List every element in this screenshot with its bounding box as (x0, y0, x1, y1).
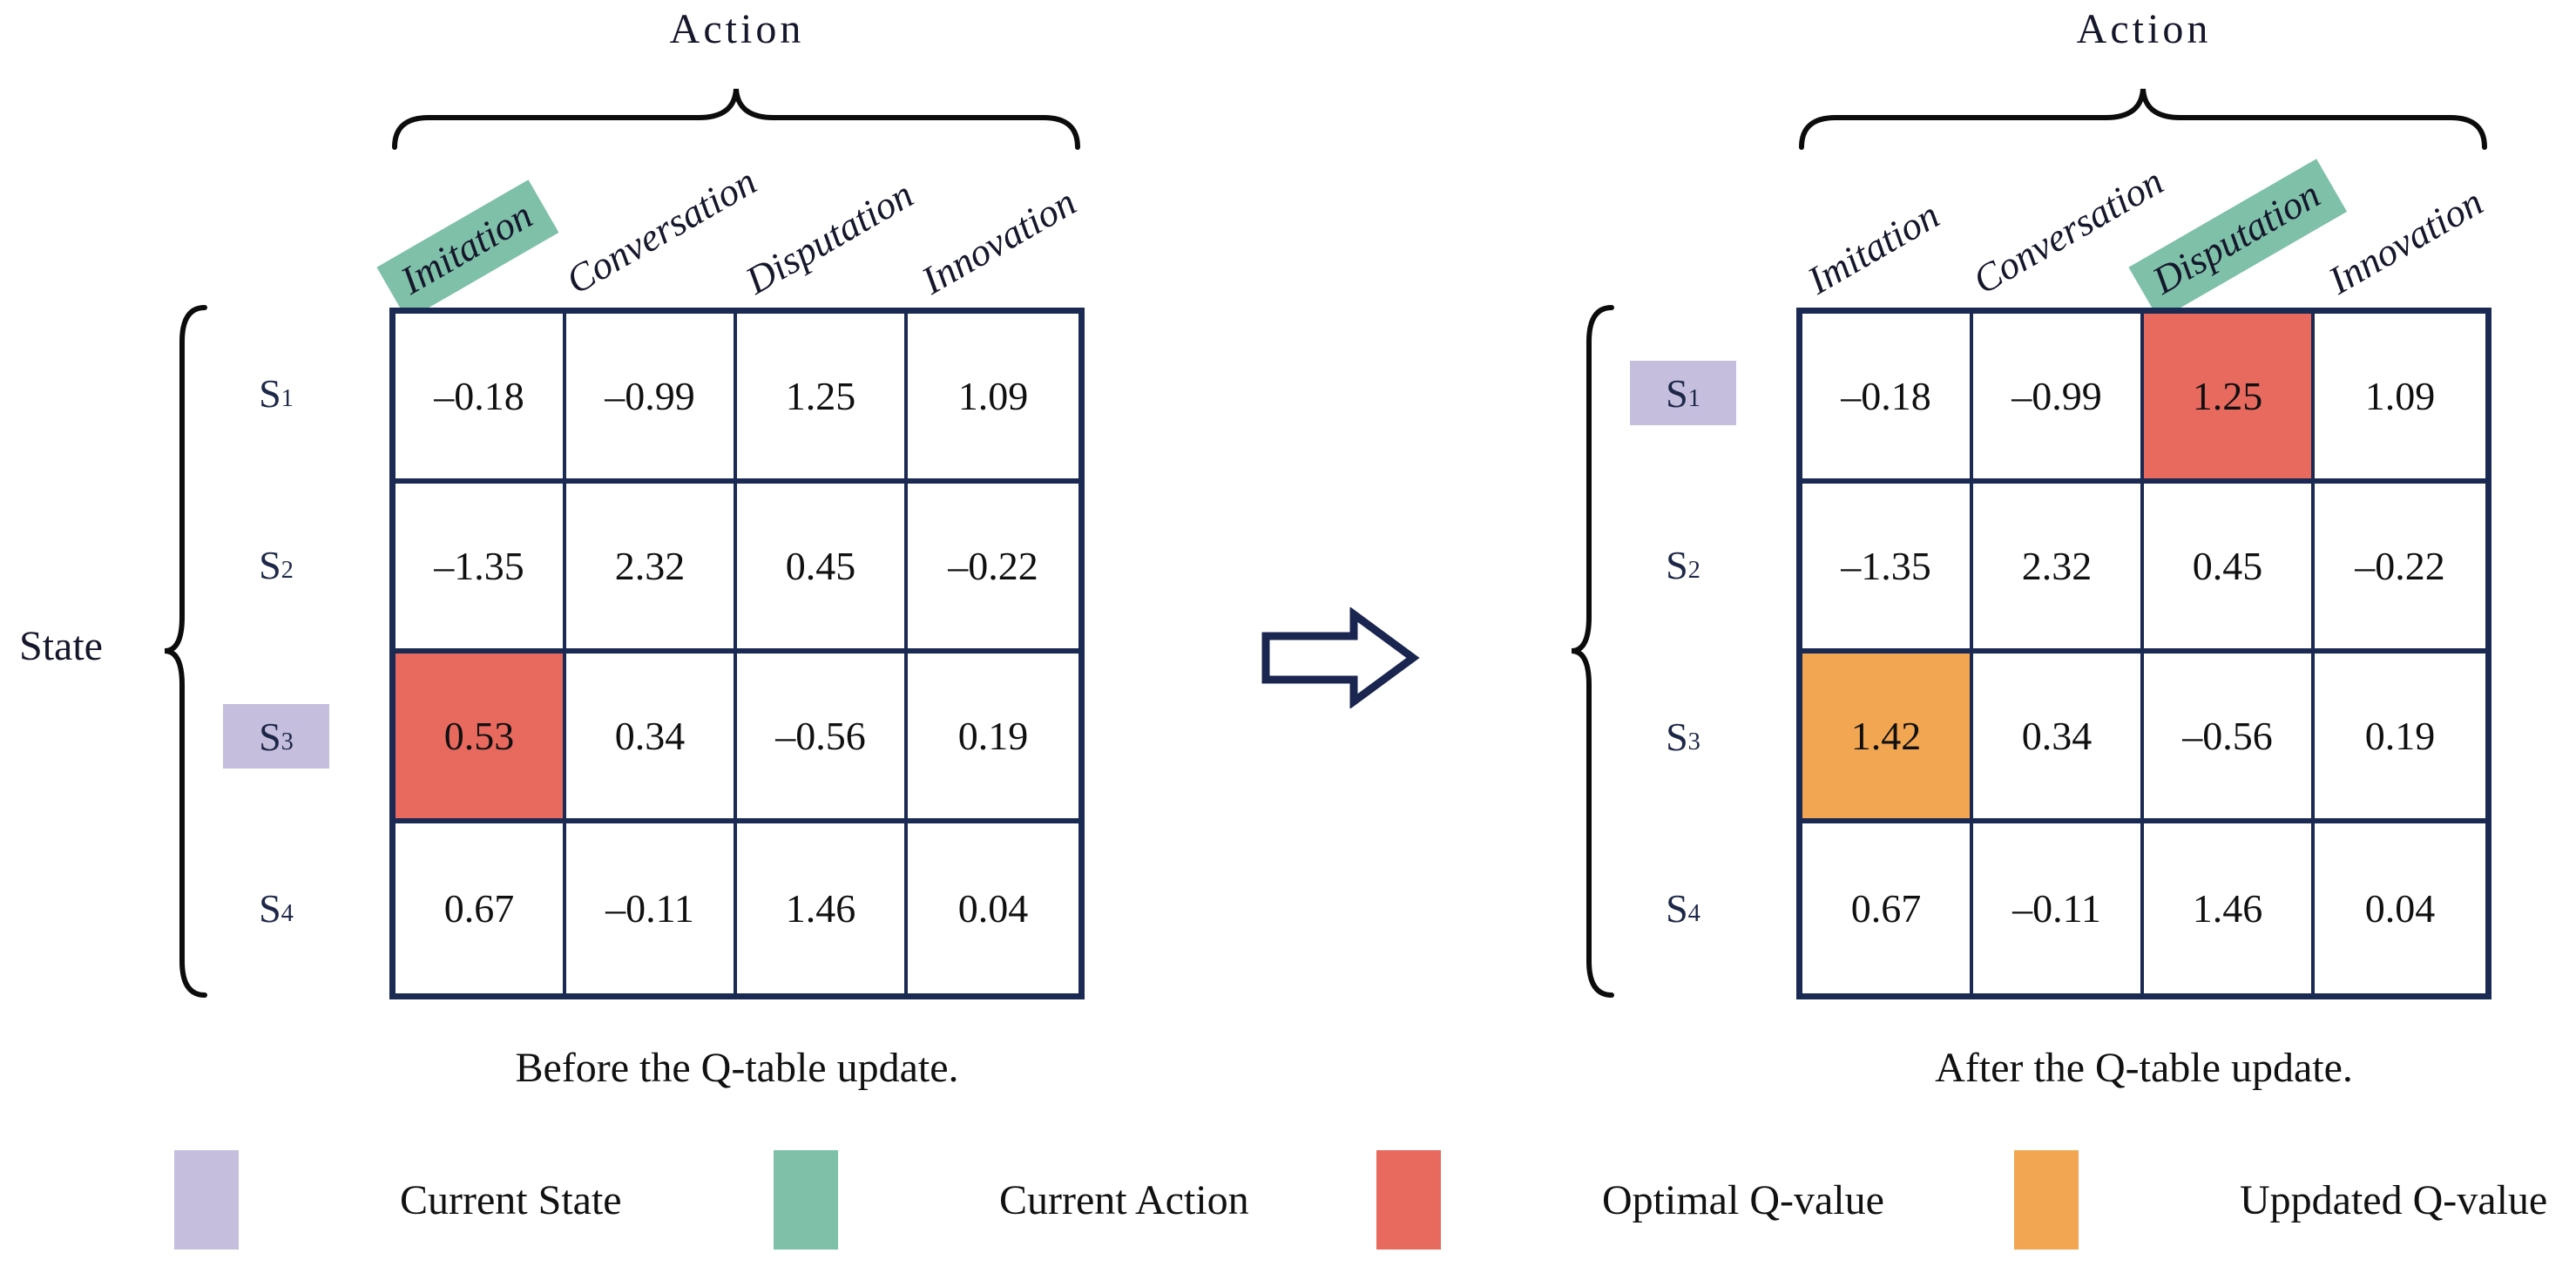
column-label: Imitation (1800, 193, 1947, 303)
after-qtable-panel: Action Imitation Conversation Disputatio… (1407, 0, 2491, 1091)
q-cell: 0.53 (396, 654, 566, 823)
q-cell: 1.09 (908, 314, 1078, 484)
q-cell: –0.11 (566, 823, 737, 993)
legend-item: Current Action (774, 1150, 1249, 1250)
legend-swatch-current-state (174, 1150, 239, 1250)
table-caption: After the Q-table update. (1935, 1045, 2353, 1091)
q-cell: 0.45 (2144, 484, 2315, 654)
q-cell: 0.04 (2364, 886, 2436, 931)
table-caption: Before the Q-table update. (515, 1045, 959, 1091)
q-cell: 0.34 (1973, 654, 2144, 823)
action-brace (392, 88, 1080, 150)
legend-swatch-optimal-q-value (1376, 1150, 1441, 1250)
q-cell: 0.04 (957, 886, 1029, 931)
q-cell: –0.11 (1973, 823, 2144, 993)
column-label: Disputation (738, 172, 921, 303)
state-axis-title: State (19, 623, 103, 669)
q-cell: 1.46 (737, 823, 908, 993)
q-cell: 2.32 (566, 484, 737, 654)
q-cell: –0.99 (1973, 314, 2144, 484)
q-cell: 0.19 (908, 654, 1078, 823)
action-axis-title: Action (669, 6, 805, 52)
q-cell: –0.18 (396, 314, 566, 484)
q-cell: 0.34 (566, 654, 737, 823)
legend-item: Optimal Q-value (1376, 1150, 1884, 1250)
q-cell: –0.22 (908, 484, 1078, 654)
q-cell: –0.56 (737, 654, 908, 823)
before-qtable-panel: Action Imitation Conversation Disputatio… (0, 0, 1085, 1091)
update-arrow-icon (1261, 607, 1420, 708)
q-table: –0.18 –0.99 1.25 1.09 –1.35 2.32 0.45 –0… (389, 308, 1085, 999)
legend-label: Optimal Q-value (1602, 1176, 1884, 1223)
legend: Current State Current Action Optimal Q-v… (0, 1150, 2576, 1255)
q-cell: –1.35 (396, 484, 566, 654)
state-brace (1571, 305, 1614, 998)
q-cell: 0.67 (396, 823, 566, 993)
q-cell: 1.25 (737, 314, 908, 484)
action-brace (1799, 88, 2487, 150)
action-axis-title: Action (2076, 6, 2212, 52)
column-label: Innovation (2321, 180, 2491, 303)
q-cell: –0.22 (2315, 484, 2485, 654)
column-label: Imitation (376, 180, 559, 321)
legend-item: Current State (174, 1150, 622, 1250)
legend-label: Current Action (999, 1176, 1249, 1223)
legend-swatch-current-action (774, 1150, 838, 1250)
legend-item: Uppdated Q-value (2014, 1150, 2547, 1250)
q-cell: 1.46 (2144, 823, 2315, 993)
column-label: Conversation (558, 159, 764, 303)
q-cell: 0.67 (1802, 823, 1973, 993)
q-cell: –1.35 (1802, 484, 1973, 654)
q-cell: –0.99 (566, 314, 737, 484)
q-table: –0.18 –0.99 1.25 1.09 –1.35 2.32 0.45 –0… (1796, 308, 2491, 999)
q-cell: 1.09 (2315, 314, 2485, 484)
column-label: Innovation (914, 180, 1084, 303)
q-cell: –0.18 (1802, 314, 1973, 484)
legend-swatch-updated-q-value (2014, 1150, 2079, 1250)
legend-label: Uppdated Q-value (2240, 1176, 2548, 1223)
column-label: Disputation (2128, 159, 2347, 321)
q-cell: 1.25 (2144, 314, 2315, 484)
q-cell: 0.19 (2315, 654, 2485, 823)
q-cell: –0.56 (2144, 654, 2315, 823)
q-cell: 1.42 (1802, 654, 1973, 823)
q-cell: 0.45 (737, 484, 908, 654)
q-cell: 2.32 (1973, 484, 2144, 654)
state-brace (164, 305, 207, 998)
legend-label: Current State (400, 1176, 622, 1223)
